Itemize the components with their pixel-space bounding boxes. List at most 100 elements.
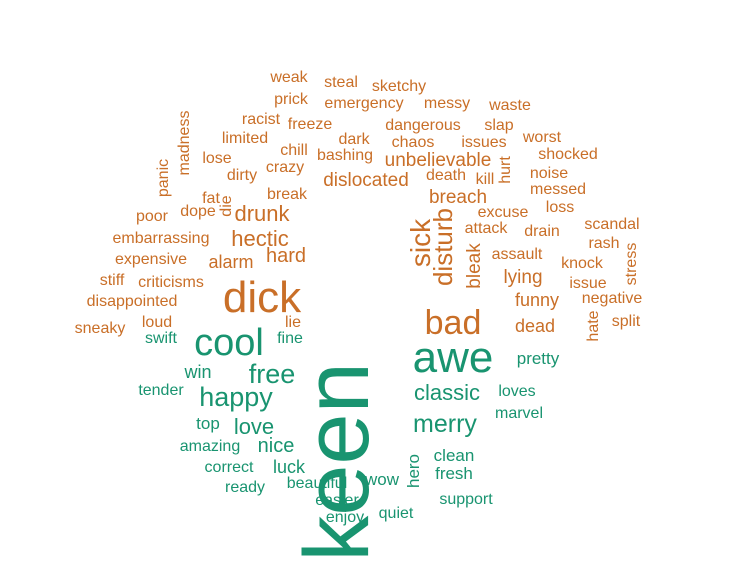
word-wow: wow: [364, 470, 400, 489]
word-knock: knock: [561, 255, 604, 272]
word-issue: issue: [569, 275, 606, 292]
word-hero: hero: [404, 454, 423, 488]
word-dark: dark: [338, 131, 370, 148]
word-swift: swift: [145, 330, 178, 347]
word-unbelievable: unbelievable: [385, 150, 492, 171]
word-merry: merry: [413, 410, 477, 438]
word-kill: kill: [476, 171, 495, 188]
word-sketchy: sketchy: [372, 78, 426, 95]
word-fat: fat: [202, 190, 220, 207]
word-dirty: dirty: [227, 167, 257, 184]
word-assault: assault: [492, 246, 543, 263]
word-lie: lie: [285, 314, 301, 331]
word-alarm: alarm: [208, 252, 253, 272]
word-free: free: [249, 359, 296, 389]
word-bleak: bleak: [464, 243, 485, 289]
word-issues: issues: [461, 134, 506, 151]
word-die: die: [218, 195, 235, 216]
word-steal: steal: [324, 74, 358, 91]
word-happy: happy: [199, 382, 273, 412]
word-waste: waste: [488, 97, 531, 114]
word-hurt: hurt: [497, 156, 514, 184]
word-stress: stress: [623, 243, 640, 286]
word-easier: easier: [315, 492, 359, 509]
word-correct: correct: [205, 459, 254, 476]
word-pretty: pretty: [517, 349, 560, 368]
word-funny: funny: [515, 290, 559, 310]
word-dangerous: dangerous: [385, 117, 461, 134]
word-bashing: bashing: [317, 147, 373, 164]
word-racist: racist: [242, 111, 281, 128]
word-worst: worst: [522, 129, 562, 146]
word-loud: loud: [142, 314, 172, 331]
word-chaos: chaos: [392, 134, 435, 151]
word-messed: messed: [530, 181, 586, 198]
word-lose: lose: [202, 150, 231, 167]
word-dead: dead: [515, 316, 555, 336]
word-drunk: drunk: [234, 201, 290, 226]
word-shocked: shocked: [538, 146, 598, 163]
word-stiff: stiff: [100, 272, 125, 289]
word-sick: sick: [405, 218, 436, 267]
word-attack: attack: [465, 220, 509, 237]
word-expensive: expensive: [115, 251, 187, 268]
word-quiet: quiet: [379, 505, 414, 522]
word-bad: bad: [425, 304, 482, 342]
word-cool: cool: [194, 322, 264, 364]
word-hate: hate: [585, 310, 602, 341]
word-top: top: [196, 414, 220, 433]
word-awe: awe: [413, 333, 494, 382]
word-panic: panic: [155, 159, 172, 197]
word-drain: drain: [524, 223, 560, 240]
word-excuse: excuse: [478, 204, 529, 221]
word-loss: loss: [546, 199, 574, 216]
word-disturb: disturb: [428, 208, 458, 286]
word-prick: prick: [274, 91, 309, 108]
word-keen: keen: [286, 362, 388, 562]
word-support: support: [439, 491, 493, 508]
word-nice: nice: [258, 435, 295, 457]
word-criticisms: criticisms: [138, 274, 204, 291]
word-scandal: scandal: [584, 216, 639, 233]
word-break: break: [267, 186, 308, 203]
word-madness: madness: [176, 111, 193, 176]
word-classic: classic: [414, 380, 480, 405]
word-weak: weak: [269, 69, 308, 86]
word-tender: tender: [138, 382, 184, 399]
word-marvel: marvel: [495, 405, 543, 422]
word-beautiful: beautiful: [287, 475, 348, 492]
word-poor: poor: [136, 208, 169, 225]
word-ready: ready: [225, 479, 265, 496]
word-dislocated: dislocated: [323, 170, 409, 191]
word-breach: breach: [429, 187, 487, 208]
word-dick: dick: [223, 273, 302, 322]
word-negative: negative: [582, 290, 643, 307]
word-fresh: fresh: [435, 464, 473, 483]
word-lying: lying: [503, 267, 542, 288]
word-limited: limited: [222, 130, 268, 147]
word-dope: dope: [180, 203, 216, 220]
word-death: death: [426, 167, 466, 184]
word-slap: slap: [484, 117, 513, 134]
word-sneaky: sneaky: [75, 320, 126, 337]
word-embarrassing: embarrassing: [113, 230, 210, 247]
word-enjoy: enjoy: [326, 509, 364, 526]
word-love: love: [234, 414, 274, 439]
word-win: win: [183, 362, 211, 382]
word-split: split: [612, 313, 641, 330]
word-freeze: freeze: [288, 116, 333, 133]
word-hectic: hectic: [231, 226, 288, 251]
word-fine: fine: [277, 330, 303, 347]
word-amazing: amazing: [180, 438, 240, 455]
word-rash: rash: [588, 235, 619, 252]
word-loves: loves: [498, 383, 535, 400]
word-noise: noise: [530, 165, 568, 182]
word-clean: clean: [434, 446, 475, 465]
word-hard: hard: [266, 245, 306, 267]
word-emergency: emergency: [324, 95, 403, 112]
word-disappointed: disappointed: [87, 293, 178, 310]
word-chill: chill: [280, 142, 308, 159]
word-crazy: crazy: [266, 159, 304, 176]
word-messy: messy: [424, 95, 470, 112]
word-luck: luck: [273, 457, 306, 477]
